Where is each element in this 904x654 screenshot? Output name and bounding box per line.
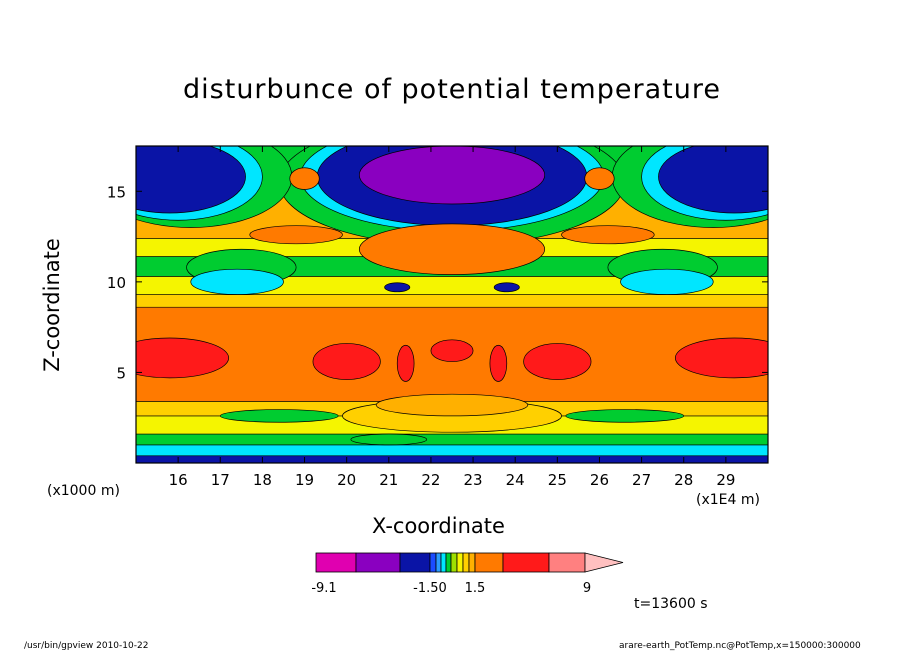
contour-region-23: [312, 343, 381, 381]
y-tick-label-10: 10: [107, 274, 126, 292]
x-tick-label-23: 23: [464, 471, 483, 489]
y-tick-label-5: 5: [116, 364, 126, 382]
contour-region-17: [289, 167, 320, 190]
x-tick-label-27: 27: [632, 471, 651, 489]
x-tick-label-21: 21: [379, 471, 398, 489]
colorbar-segment-13: [548, 552, 586, 573]
colorbar: -9.1 -1.50 1.5 9: [311, 552, 624, 596]
colorbar-arrow: [584, 552, 624, 573]
contour-region-9: [658, 146, 768, 214]
x-tick-label-17: 17: [211, 471, 230, 489]
contour-band-0: [136, 455, 768, 463]
contour-region-6: [136, 146, 246, 214]
x-tick-label-19: 19: [295, 471, 314, 489]
chart-title: disturbunce of potential temperature: [183, 74, 721, 105]
x-tick-label-22: 22: [421, 471, 440, 489]
contour-region-20: [493, 282, 520, 293]
colorbar-segment-8: [456, 552, 464, 573]
contour-region-29: [375, 393, 529, 417]
colorbar-segment-10: [468, 552, 476, 573]
x-tick-label-20: 20: [337, 471, 356, 489]
contour-region-31: [565, 409, 685, 423]
colorbar-segment-4: [435, 552, 442, 573]
colorbar-segment-2: [399, 552, 431, 573]
contour-region-16: [561, 225, 655, 245]
colorbar-segment-3: [429, 552, 437, 573]
contour-region-3: [358, 146, 546, 205]
x-tick-label-26: 26: [590, 471, 609, 489]
contour-region-21: [136, 337, 230, 379]
colorbar-segment-7: [450, 552, 458, 573]
x-tick-label-16: 16: [169, 471, 188, 489]
colorbar-label-1: -1.50: [413, 581, 447, 596]
x-axis-label: X-coordinate: [372, 514, 505, 538]
x-axis-ticks: 16 17 18 19 20 21 22 23 24 25 26 27 28 29: [169, 146, 735, 489]
contour-region-14: [358, 223, 546, 275]
contour-region-18: [584, 167, 615, 190]
contour-region-19: [384, 282, 411, 293]
colorbar-segment-1: [355, 552, 401, 573]
colorbar-segment-6: [445, 552, 452, 573]
contour-band-6: [136, 294, 768, 308]
contour-region-22: [674, 337, 768, 379]
y-axis-ticks: 5 10 15: [107, 183, 768, 382]
contour-region-30: [219, 409, 339, 423]
colorbar-label-3: 9: [583, 581, 591, 596]
contour-region-26: [489, 344, 508, 382]
x-tick-label-25: 25: [548, 471, 567, 489]
colorbar-segment-9: [462, 552, 470, 573]
contour-region-32: [350, 433, 428, 446]
contour-band-2: [136, 433, 768, 446]
contour-region-25: [396, 344, 415, 382]
y-tick-label-15: 15: [107, 183, 126, 201]
colorbar-segment-0: [315, 552, 357, 573]
time-label: t=13600 s: [634, 596, 708, 612]
contour-region-15: [249, 225, 343, 245]
x-tick-label-24: 24: [506, 471, 525, 489]
contour-region-11: [190, 268, 284, 295]
x-axis-unit: (x1E4 m): [696, 492, 760, 508]
x-tick-label-28: 28: [674, 471, 693, 489]
contour-band-1: [136, 444, 768, 457]
y-axis-unit: (x1000 m): [47, 483, 120, 499]
footer-left-text: /usr/bin/gpview 2010-10-22: [24, 641, 149, 651]
colorbar-label-0: -9.1: [311, 581, 336, 596]
contour-region-13: [620, 268, 714, 295]
footer-right-text: arare-earth_PotTemp.nc@PotTemp,x=150000:…: [619, 641, 861, 651]
contour-region-27: [430, 339, 474, 362]
contour-field: [136, 146, 768, 463]
x-tick-label-29: 29: [716, 471, 735, 489]
colorbar-segment-5: [440, 552, 447, 573]
x-tick-label-18: 18: [253, 471, 272, 489]
colorbar-label-2: 1.5: [465, 581, 486, 596]
colorbar-segment-11: [474, 552, 504, 573]
colorbar-segment-12: [502, 552, 550, 573]
contour-region-24: [523, 343, 592, 381]
plot-frame: [135, 145, 769, 464]
